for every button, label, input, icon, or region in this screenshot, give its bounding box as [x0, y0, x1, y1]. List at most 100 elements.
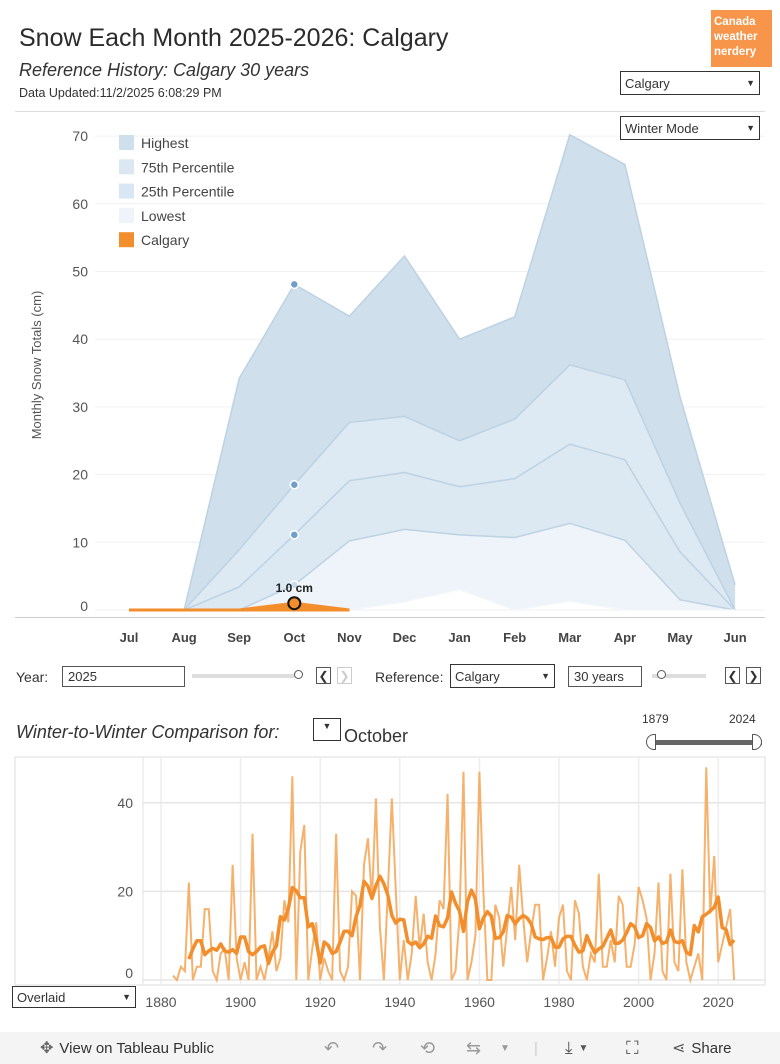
yearly-snow-line	[172, 767, 736, 984]
view-on-tableau-label: View on Tableau Public	[59, 1039, 214, 1057]
x-tick-label: Feb	[503, 630, 526, 645]
year-slider-track[interactable]	[192, 674, 298, 678]
legend-label: 75th Percentile	[141, 159, 235, 175]
span-prev-button[interactable]: ❮	[725, 667, 740, 684]
median-line	[129, 443, 736, 611]
year-input[interactable]: 2025	[62, 666, 185, 687]
fullscreen-icon[interactable]: ⛶	[626, 1037, 639, 1058]
view-select-value: Overlaid	[17, 989, 66, 1005]
span-slider-track[interactable]	[652, 674, 706, 678]
moving-average-line	[187, 874, 736, 966]
chevron-right-icon: ❯	[339, 668, 350, 683]
x-tick-label: Mar	[558, 630, 581, 645]
x-tick-label: 1960	[464, 994, 495, 1010]
x-tick-label: Sep	[227, 630, 251, 645]
x-tick-label: 2020	[703, 994, 734, 1010]
month-select[interactable]: ▼	[313, 718, 341, 741]
chevron-left-icon: ❮	[318, 668, 329, 683]
location-select[interactable]: Calgary ▼	[620, 71, 760, 95]
view-on-tableau-button[interactable]: ✥ View on Tableau Public	[40, 1038, 214, 1058]
legend-swatch	[119, 135, 134, 150]
chart-frame	[14, 756, 766, 986]
legend-swatch	[119, 232, 134, 248]
reference-select-value: Calgary	[455, 668, 500, 684]
range-start-label: 1879	[642, 712, 669, 726]
mode-select-value: Winter Mode	[625, 120, 699, 136]
view-select[interactable]: Overlaid ▼	[12, 986, 136, 1008]
location-select-value: Calgary	[625, 75, 670, 91]
revert-icon[interactable]: ⟲	[420, 1037, 436, 1058]
x-tick-label: May	[667, 630, 693, 645]
p75-oct-marker	[289, 480, 300, 490]
tableau-toolbar: ✥ View on Tableau Public ↶ ↷ ⟲ ⇆ ▼ | ⤓ ▼ …	[0, 1032, 780, 1064]
x-tick-label: Jun	[724, 630, 747, 645]
year-label: Year:	[16, 669, 49, 685]
monthly-snow-chart: 0 10 20 30 40 50 60 70 Jul Aug Sep Oct Nov Dec Jan Feb…	[29, 128, 765, 645]
reference-subtitle: Reference History: Calgary 30 years	[19, 60, 310, 80]
y-tick-label: 20	[117, 883, 133, 899]
legend-swatch	[119, 183, 134, 199]
p75-line	[129, 364, 736, 611]
y-tick-label: 40	[72, 331, 88, 347]
share-button[interactable]: ⋖ Share	[672, 1038, 731, 1058]
reference-label: Reference:	[375, 669, 444, 685]
winter-comparison-chart: 0 20 40 1880 1900 1920 1940 1960 1980 2000 2020	[14, 756, 766, 1010]
canada-weather-nerdery-logo[interactable]: Canada weather nerdery	[711, 10, 772, 67]
x-tick-label: Dec	[393, 630, 417, 645]
chevron-down-icon: ▼	[541, 671, 550, 681]
chevron-down-icon: ▼	[322, 721, 332, 731]
chevron-down-icon[interactable]: ▼	[500, 1042, 510, 1054]
x-tick-label: Jan	[448, 630, 470, 645]
legend-label: Highest	[141, 135, 189, 151]
x-tick-label: 2000	[623, 994, 654, 1010]
median-oct-marker	[289, 530, 300, 540]
chevron-down-icon: ▼	[746, 78, 755, 88]
p25-oct-marker	[289, 580, 300, 590]
y-tick-label: 30	[72, 399, 88, 415]
redo-icon[interactable]: ↷	[372, 1037, 388, 1058]
year-prev-button[interactable]: ❮	[316, 667, 331, 684]
legend-swatch	[119, 207, 134, 223]
span-next-button[interactable]: ❯	[746, 667, 761, 684]
toolbar-divider: |	[534, 1039, 538, 1057]
chevron-left-icon: ❮	[727, 668, 738, 683]
undo-icon[interactable]: ↶	[324, 1037, 340, 1058]
x-tick-label: Jul	[120, 630, 139, 645]
x-tick-label: 1940	[384, 994, 415, 1010]
year-range-slider[interactable]	[648, 740, 762, 745]
calgary-current-marker	[287, 596, 302, 611]
share-icon: ⋖	[672, 1040, 686, 1057]
x-tick-label: 1900	[225, 994, 256, 1010]
x-tick-label: Oct	[283, 630, 305, 645]
y-tick-label: 0	[125, 965, 133, 981]
data-updated-text: Data Updated:11/2/2025 6:08:29 PM	[19, 86, 222, 100]
p25-band	[129, 523, 736, 610]
calgary-value-label: 1.0 cm	[276, 581, 313, 595]
download-icon[interactable]: ⤓ ▼	[565, 1038, 589, 1057]
comparison-title: Winter-to-Winter Comparison for:	[16, 722, 280, 742]
year-next-button[interactable]: ❯	[337, 667, 352, 684]
page-title: Snow Each Month 2025-2026: Calgary	[19, 24, 449, 52]
reference-select[interactable]: Calgary ▼	[450, 664, 555, 688]
mode-select[interactable]: Winter Mode ▼	[620, 116, 760, 140]
span-slider-handle[interactable]	[656, 670, 666, 679]
x-tick-label: 1920	[305, 994, 336, 1010]
divider	[15, 111, 765, 113]
y-tick-label: 10	[72, 534, 88, 550]
range-start-handle[interactable]	[646, 734, 656, 750]
chevron-down-icon: ▼	[122, 992, 131, 1002]
p75-band	[129, 364, 736, 610]
chevron-down-icon: ▼	[746, 123, 755, 133]
span-input[interactable]: 30 years	[568, 666, 642, 687]
x-tick-label: Aug	[171, 630, 196, 645]
highest-line	[129, 133, 736, 611]
chevron-right-icon: ❯	[748, 668, 759, 683]
x-tick-label: 1880	[145, 994, 176, 1010]
year-slider-handle[interactable]	[294, 670, 303, 679]
legend-label: Calgary	[141, 232, 189, 248]
highest-oct-marker	[289, 279, 300, 290]
refresh-icon[interactable]: ⇆	[466, 1037, 482, 1058]
y-tick-label: 60	[72, 196, 88, 212]
y-tick-label: 0	[80, 598, 88, 614]
x-tick-label: Nov	[337, 630, 362, 645]
